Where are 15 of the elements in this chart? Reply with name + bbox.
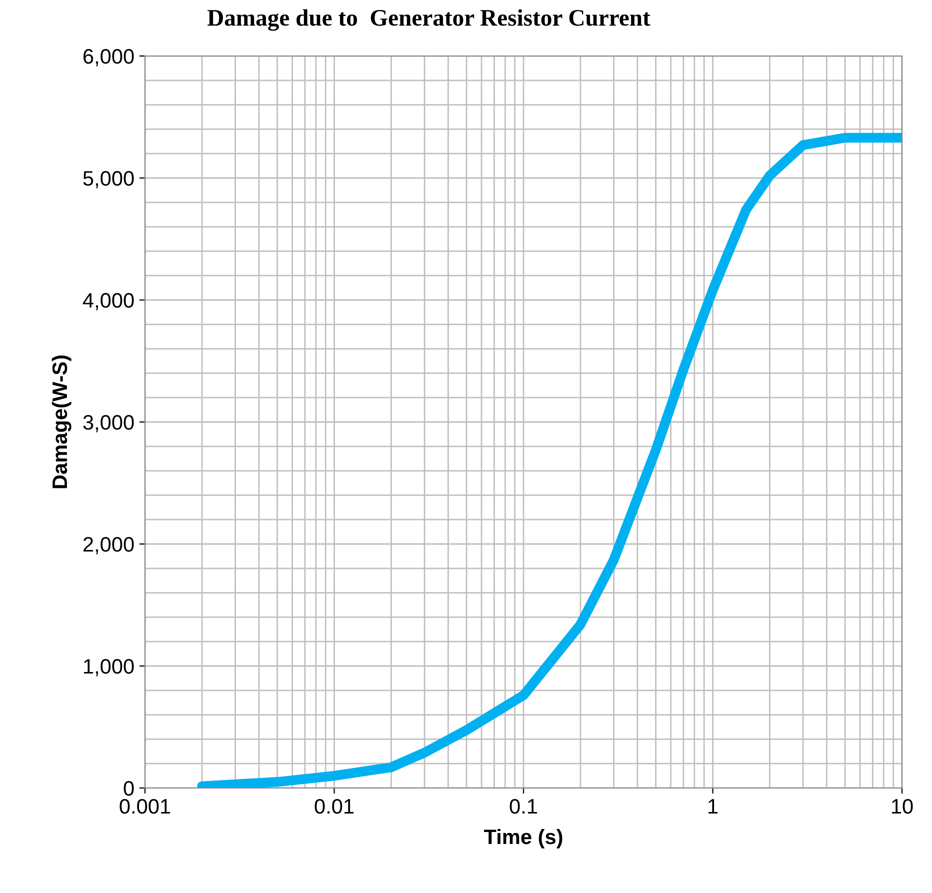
y-tick-label: 6,000 xyxy=(84,49,134,66)
x-tick-label: 0.01 xyxy=(314,798,354,814)
x-axis-title: Time (s) xyxy=(484,828,562,848)
chart-title: Damage due to Generator Resistor Current xyxy=(207,9,650,31)
x-tick-label: 10 xyxy=(892,798,913,814)
y-tick-label: 4,000 xyxy=(82,293,134,310)
x-tick-label: 0.001 xyxy=(120,798,170,814)
x-tick-label: 0.1 xyxy=(510,798,537,814)
y-tick-label: 5,000 xyxy=(83,171,134,188)
x-tick-label: 1 xyxy=(708,799,718,814)
y-axis-title: Damage(W-S) xyxy=(52,356,72,488)
y-tick-label: 0 xyxy=(124,781,134,796)
y-tick-label: 3,000 xyxy=(83,415,134,432)
y-tick-label: 1,000 xyxy=(84,659,134,676)
y-tick-label: 2,000 xyxy=(84,537,134,554)
